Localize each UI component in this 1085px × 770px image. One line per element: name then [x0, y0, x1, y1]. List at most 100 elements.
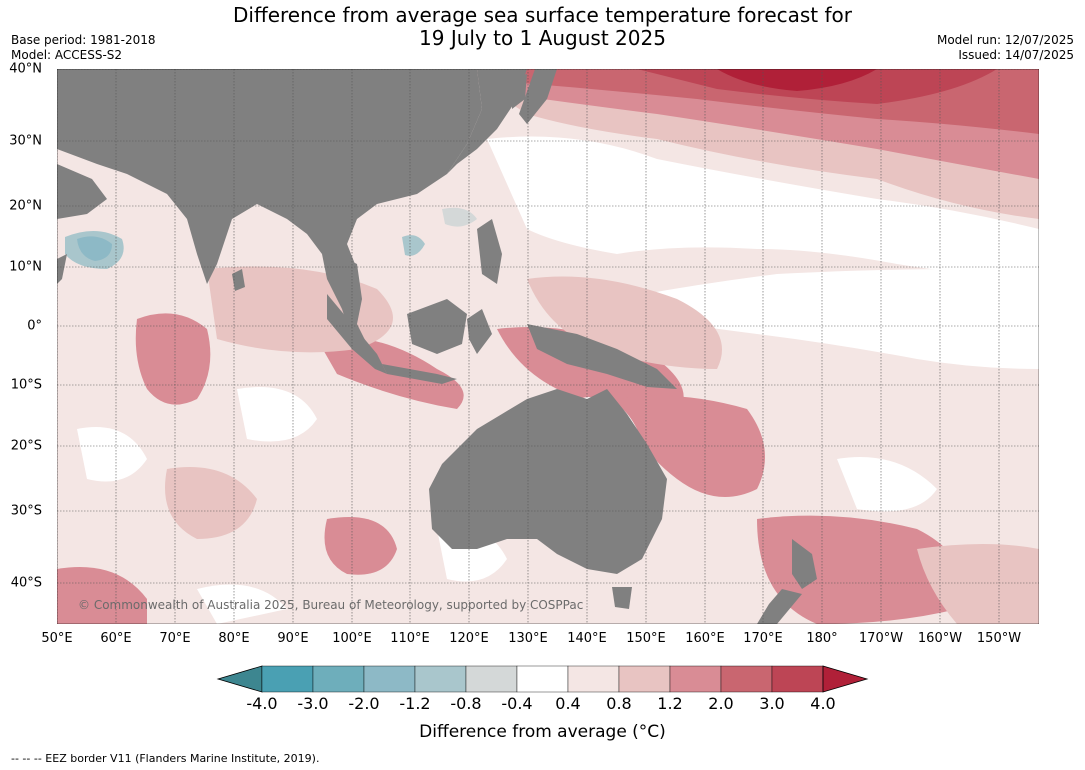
run-info: Model run: 12/07/2025 Issued: 14/07/2025 — [937, 33, 1074, 63]
anomaly-region — [402, 235, 425, 256]
anomaly-region — [57, 567, 147, 624]
colorbar-segment — [720, 665, 773, 693]
longitude-label: 70°E — [159, 631, 191, 646]
colorbar-tick-label: -4.0 — [246, 694, 278, 713]
longitude-label: 170°E — [743, 631, 783, 646]
colorbar-min-arrow — [216, 665, 263, 693]
latitude-label: 40°S — [10, 575, 42, 591]
colorbar-tick-label: 2.0 — [708, 694, 734, 713]
longitude-label: 120°E — [449, 631, 489, 646]
anomaly-region — [77, 427, 147, 482]
colorbar-segment — [363, 665, 416, 693]
sst-anomaly-map — [57, 69, 1039, 624]
colorbar-segment — [669, 665, 722, 693]
anomaly-region — [617, 264, 1039, 369]
colorbar-segment — [261, 665, 314, 693]
longitude-label: 150°E — [626, 631, 666, 646]
longitude-label: 60°E — [100, 631, 132, 646]
colorbar-segment — [312, 665, 365, 693]
colorbar-max-arrow — [822, 665, 869, 693]
colorbar-segment — [567, 665, 620, 693]
colorbar-segment — [516, 665, 569, 693]
new-zealand-south-land — [757, 589, 802, 624]
latitude-label: 30°S — [10, 503, 42, 519]
anomaly-region — [917, 544, 1039, 624]
colorbar-segment — [465, 665, 518, 693]
arabia-land — [57, 164, 107, 219]
korea-land — [512, 74, 527, 109]
longitude-label: 130°E — [508, 631, 548, 646]
copyright-credit: © Commonwealth of Australia 2025, Bureau… — [78, 598, 584, 612]
colorbar-tick-label: -3.0 — [297, 694, 329, 713]
anomaly-region — [77, 236, 112, 261]
eez-footnote: -- -- -- EEZ border V11 (Flanders Marine… — [11, 752, 320, 765]
anomaly-region — [757, 515, 962, 624]
anomaly-region — [837, 457, 937, 512]
latitude-label: 0° — [27, 318, 42, 334]
colorbar-tick-label: -2.0 — [348, 694, 380, 713]
australia-land — [429, 389, 667, 574]
longitude-label: 180° — [806, 631, 838, 646]
latitude-label: 20°N — [9, 198, 42, 214]
longitude-label: 110°E — [390, 631, 430, 646]
longitude-label: 80°E — [218, 631, 250, 646]
sumatra-land — [327, 294, 387, 374]
longitude-label: 90°E — [277, 631, 309, 646]
anomaly-region — [717, 69, 877, 91]
longitude-label: 170°W — [858, 631, 904, 646]
colorbar-segment — [414, 665, 467, 693]
japan-land — [519, 69, 557, 124]
sulawesi-land — [467, 309, 492, 354]
sri-lanka-land — [232, 269, 245, 291]
colorbar-tick-label: 3.0 — [759, 694, 785, 713]
malay-peninsula-land — [337, 254, 367, 344]
longitude-label: 160°E — [685, 631, 725, 646]
colorbar-segment — [618, 665, 671, 693]
land-masses — [57, 69, 817, 624]
latitude-label: 40°N — [9, 61, 42, 77]
colorbar-tick-label: -0.8 — [450, 694, 482, 713]
anomaly-region — [324, 517, 397, 575]
colorbar-tick-label: 4.0 — [810, 694, 836, 713]
anomaly-region — [197, 584, 287, 624]
latitude-label: 10°S — [10, 377, 42, 393]
longitude-label: 100°E — [332, 631, 372, 646]
longitude-label: 50°E — [41, 631, 73, 646]
model-run: Model run: 12/07/2025 — [936, 33, 1074, 47]
colorbar-tick-label: -1.2 — [399, 694, 431, 713]
asia-land — [57, 69, 482, 309]
base-info: Base period: 1981-2018 Model: ACCESS-S2 — [11, 33, 156, 63]
tasmania-land — [612, 587, 632, 609]
latitude-label: 20°S — [10, 438, 42, 454]
base-period: Base period: 1981-2018 — [11, 33, 156, 47]
africa-land — [57, 254, 67, 284]
colorbar-title: Difference from average (°C) — [419, 722, 666, 742]
issued-date: Issued: 14/07/2025 — [958, 48, 1074, 62]
latitude-label: 30°N — [9, 133, 42, 149]
anomaly-region — [442, 207, 477, 227]
gridlines — [57, 69, 1039, 624]
colorbar-tick-label: 0.4 — [555, 694, 581, 713]
java-land — [382, 364, 457, 384]
colorbar-segment — [771, 665, 824, 693]
title-line-1: Difference from average sea surface temp… — [232, 3, 852, 27]
longitude-label: 160°W — [917, 631, 963, 646]
philippines-land — [477, 219, 502, 284]
anomaly-region — [165, 467, 257, 539]
colorbar-tick-label: 1.2 — [657, 694, 683, 713]
anomaly-region — [135, 313, 211, 405]
map-title: Difference from average sea surface temp… — [0, 4, 1085, 50]
longitude-label: 150°W — [976, 631, 1022, 646]
latitude-label: 10°N — [9, 259, 42, 275]
new-guinea-land — [527, 324, 677, 389]
borneo-land — [407, 299, 467, 354]
new-zealand-north-land — [792, 539, 817, 589]
longitude-label: 140°E — [567, 631, 607, 646]
title-line-2: 19 July to 1 August 2025 — [419, 26, 666, 50]
anomaly-region — [617, 395, 765, 497]
east-asia-land — [447, 69, 527, 174]
colorbar-tick-label: 0.8 — [606, 694, 632, 713]
anomaly-region — [527, 276, 722, 369]
colorbar — [216, 665, 869, 693]
model-name: Model: ACCESS-S2 — [11, 48, 123, 62]
